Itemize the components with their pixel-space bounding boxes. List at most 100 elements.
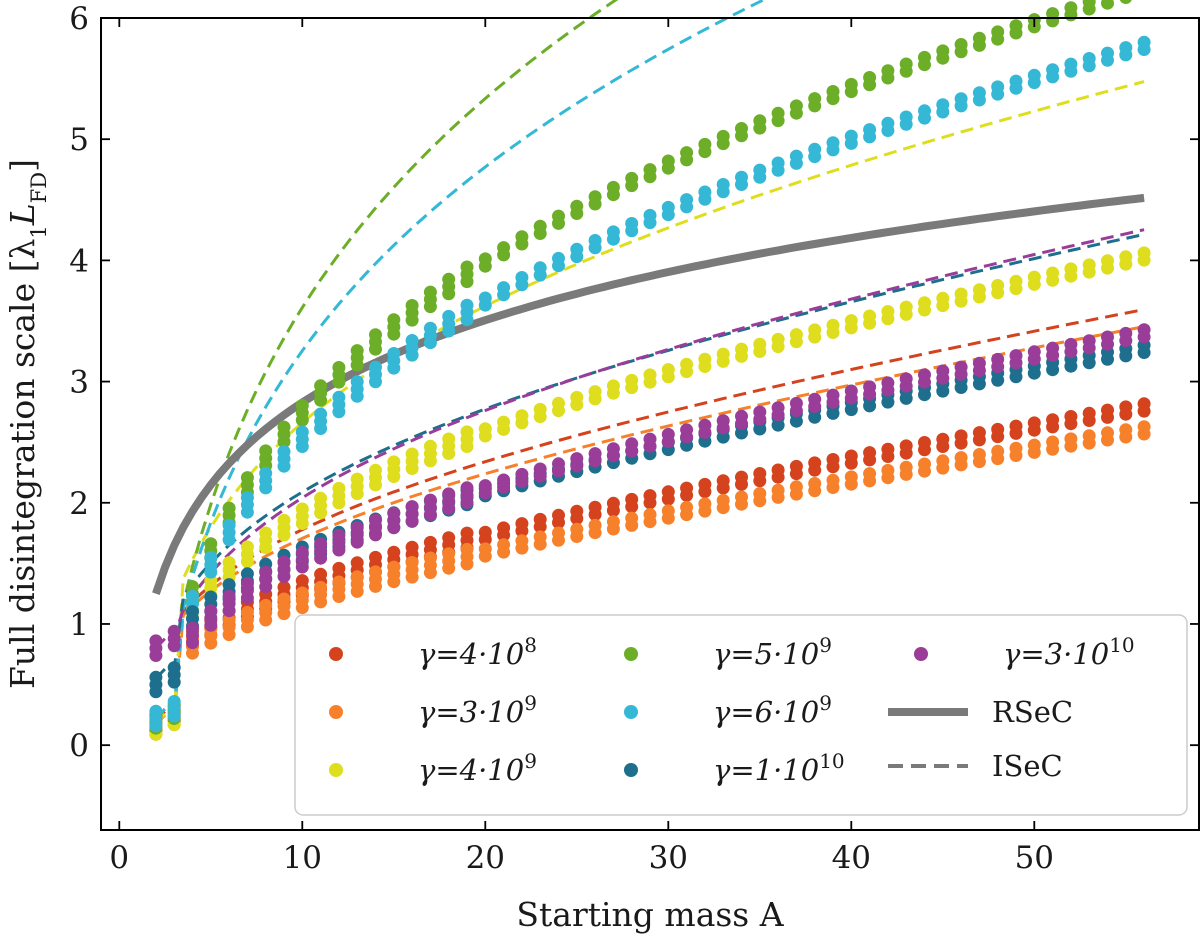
point-4 bbox=[1027, 68, 1041, 82]
point-4 bbox=[844, 129, 858, 143]
y-axis-title-bracket: [λ bbox=[3, 239, 42, 273]
legend-entries: γ=4·108γ=3·109γ=4·109γ=5·109γ=6·109γ=1·1… bbox=[329, 633, 1135, 787]
point-4 bbox=[753, 163, 767, 177]
y-axis-title-sub1: 1 bbox=[27, 225, 51, 238]
point-3 bbox=[387, 313, 401, 327]
point-4 bbox=[186, 589, 199, 603]
x-tick-label: 0 bbox=[109, 840, 129, 876]
point-3 bbox=[954, 38, 968, 51]
point-2 bbox=[405, 447, 419, 461]
legend-marker-1 bbox=[329, 705, 343, 719]
point-1 bbox=[698, 497, 712, 511]
point-6 bbox=[844, 384, 858, 398]
point-0 bbox=[497, 521, 511, 535]
point-1 bbox=[423, 551, 437, 565]
point-4 bbox=[240, 491, 254, 505]
point-1 bbox=[442, 547, 456, 561]
point-1 bbox=[515, 534, 529, 548]
point-6 bbox=[149, 634, 163, 648]
point-4 bbox=[1009, 74, 1023, 88]
point-4 bbox=[1119, 41, 1133, 55]
point-1 bbox=[350, 570, 364, 584]
legend-label-exp: 9 bbox=[819, 691, 832, 715]
legend-label-2: γ=4·109 bbox=[418, 749, 537, 787]
point-3 bbox=[698, 137, 712, 151]
rsec-curve bbox=[152, 193, 1145, 596]
point-1 bbox=[277, 592, 291, 606]
point-0 bbox=[881, 442, 895, 456]
point-6 bbox=[918, 368, 931, 382]
point-3 bbox=[314, 379, 328, 393]
point-4 bbox=[881, 116, 895, 130]
point-4 bbox=[369, 360, 382, 374]
point-3 bbox=[826, 85, 840, 98]
point-4 bbox=[1082, 52, 1096, 65]
point-4 bbox=[350, 375, 364, 389]
point-6 bbox=[716, 414, 730, 428]
legend-label-main: γ=1·10 bbox=[713, 753, 819, 787]
point-6 bbox=[588, 447, 602, 461]
point-0 bbox=[661, 485, 675, 499]
chart-marks bbox=[149, 0, 1151, 741]
legend-label-exp: 9 bbox=[819, 633, 832, 657]
point-6 bbox=[881, 376, 895, 390]
point-3 bbox=[186, 580, 199, 594]
point-6 bbox=[497, 473, 511, 487]
point-2 bbox=[991, 279, 1005, 292]
point-0 bbox=[387, 545, 401, 559]
point-1 bbox=[1009, 441, 1023, 455]
point-4 bbox=[314, 407, 328, 421]
point-1 bbox=[863, 467, 877, 481]
point-1 bbox=[954, 451, 968, 465]
point-0 bbox=[1027, 416, 1041, 430]
legend-label-main: γ=5·10 bbox=[713, 637, 819, 671]
point-4 bbox=[899, 110, 913, 124]
point-5 bbox=[222, 578, 236, 592]
point-2 bbox=[698, 352, 712, 366]
legend-label-isec: ISeC bbox=[992, 749, 1063, 783]
point-0 bbox=[844, 449, 858, 463]
point-3 bbox=[478, 252, 492, 266]
point-6 bbox=[478, 479, 492, 493]
point-1 bbox=[460, 542, 474, 556]
point-4 bbox=[789, 149, 803, 163]
point-6 bbox=[204, 604, 218, 618]
point-0 bbox=[533, 512, 547, 526]
y-tick-label: 4 bbox=[69, 243, 89, 279]
y-tick-label: 5 bbox=[69, 122, 89, 158]
point-2 bbox=[1027, 270, 1041, 284]
y-axis-title-close: ] bbox=[3, 159, 42, 172]
legend-label-main: γ=3·10 bbox=[418, 695, 524, 729]
legend-marker-3 bbox=[624, 647, 638, 661]
point-6 bbox=[735, 409, 748, 423]
point-1 bbox=[1082, 429, 1096, 443]
point-4 bbox=[991, 80, 1005, 94]
point-0 bbox=[369, 550, 382, 564]
point-0 bbox=[991, 422, 1005, 436]
point-6 bbox=[661, 427, 675, 441]
point-5 bbox=[240, 567, 254, 581]
point-4 bbox=[863, 123, 877, 137]
legend-label-exp: 8 bbox=[524, 633, 537, 657]
point-6 bbox=[625, 437, 639, 451]
point-6 bbox=[314, 537, 328, 551]
point-6 bbox=[240, 577, 254, 590]
point-6 bbox=[552, 457, 565, 471]
point-4 bbox=[204, 551, 218, 564]
point-4 bbox=[698, 185, 712, 199]
point-1 bbox=[1046, 435, 1060, 449]
point-6 bbox=[387, 506, 401, 520]
x-tick-label: 30 bbox=[649, 840, 688, 876]
point-1 bbox=[1119, 423, 1133, 437]
point-3 bbox=[259, 444, 273, 458]
y-axis-title-sub2: FD bbox=[27, 172, 51, 203]
point-1 bbox=[918, 457, 931, 471]
point-6 bbox=[1082, 334, 1096, 348]
legend-label-exp: 9 bbox=[524, 691, 537, 715]
point-0 bbox=[295, 574, 309, 588]
point-4 bbox=[167, 695, 181, 708]
point-2 bbox=[314, 491, 328, 505]
point-3 bbox=[972, 31, 986, 45]
point-1 bbox=[295, 586, 309, 600]
legend-label-main: γ=3·10 bbox=[1003, 637, 1109, 671]
